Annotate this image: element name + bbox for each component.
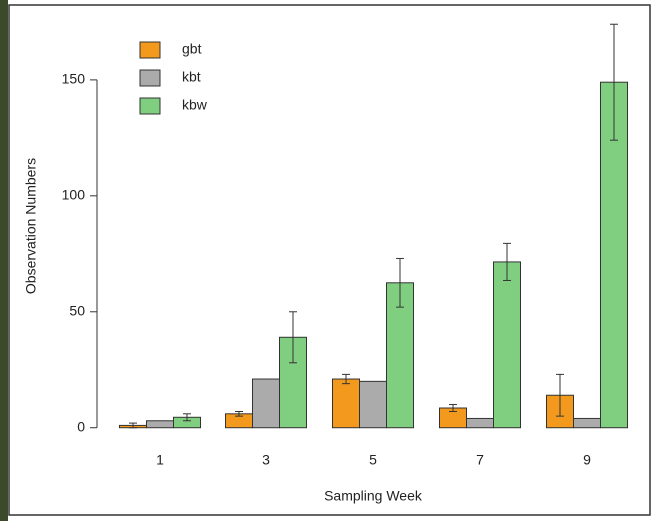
x-tick-label: 9 <box>583 452 591 468</box>
y-tick-label: 150 <box>62 71 86 87</box>
y-axis-label: Observation Numbers <box>23 158 39 294</box>
bar <box>466 417 494 429</box>
x-tick-label: 3 <box>262 452 270 468</box>
legend-label: kbw <box>182 97 208 113</box>
y-tick-label: 0 <box>77 418 85 434</box>
error-bar <box>449 404 457 412</box>
bar <box>359 380 387 429</box>
legend-label: gbt <box>182 41 202 57</box>
bar <box>252 378 280 429</box>
error-bar <box>129 422 137 429</box>
bar <box>146 420 174 429</box>
x-axis-label: Sampling Week <box>324 488 423 504</box>
photo-strip <box>0 0 8 521</box>
x-tick-label: 5 <box>369 452 377 468</box>
legend-swatch <box>139 41 161 59</box>
x-tick-label: 7 <box>476 452 484 468</box>
y-tick-label: 50 <box>69 302 85 318</box>
error-bar <box>503 242 511 281</box>
bar <box>332 378 360 429</box>
error-bar <box>610 23 618 141</box>
error-bar <box>289 311 297 364</box>
y-tick-label: 100 <box>62 187 86 203</box>
figure-frame <box>8 4 651 516</box>
legend-label: kbt <box>182 69 201 85</box>
legend-swatch <box>139 97 161 115</box>
error-bar <box>183 413 191 422</box>
bar <box>493 261 521 429</box>
bar <box>573 417 601 429</box>
legend-swatch <box>139 69 161 87</box>
error-bar <box>235 410 243 417</box>
error-bar <box>396 257 404 308</box>
x-tick-label: 1 <box>156 452 164 468</box>
error-bar <box>556 373 564 417</box>
error-bar <box>342 373 350 385</box>
